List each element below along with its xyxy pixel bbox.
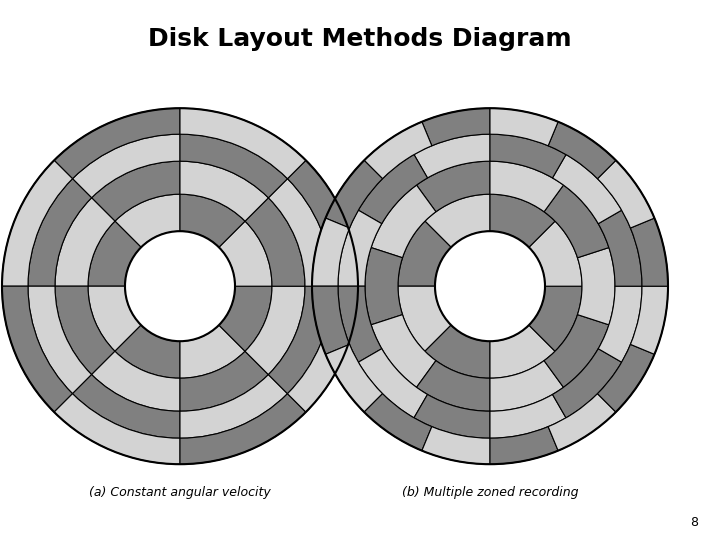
Text: (b) Multiple zoned recording: (b) Multiple zoned recording: [402, 486, 578, 499]
Wedge shape: [422, 108, 490, 146]
Wedge shape: [490, 394, 566, 438]
Wedge shape: [287, 286, 358, 412]
Wedge shape: [28, 179, 91, 286]
Wedge shape: [490, 361, 564, 411]
Wedge shape: [552, 349, 621, 418]
Wedge shape: [598, 345, 654, 412]
Wedge shape: [529, 286, 582, 351]
Wedge shape: [115, 325, 180, 378]
Wedge shape: [55, 286, 115, 375]
Wedge shape: [548, 122, 616, 179]
Wedge shape: [54, 108, 180, 179]
Wedge shape: [245, 198, 305, 286]
Wedge shape: [371, 315, 436, 387]
Wedge shape: [414, 134, 490, 178]
Wedge shape: [180, 375, 287, 438]
Wedge shape: [425, 325, 490, 378]
Wedge shape: [490, 325, 555, 378]
Wedge shape: [287, 160, 358, 286]
Wedge shape: [55, 198, 115, 286]
Wedge shape: [490, 161, 564, 212]
Wedge shape: [180, 161, 269, 221]
Text: 8: 8: [690, 516, 698, 529]
Wedge shape: [365, 247, 402, 325]
Wedge shape: [54, 394, 180, 464]
Wedge shape: [91, 161, 180, 221]
Wedge shape: [180, 351, 269, 411]
Wedge shape: [490, 134, 566, 178]
Wedge shape: [598, 160, 654, 228]
Wedge shape: [312, 286, 350, 354]
Wedge shape: [364, 394, 432, 451]
Wedge shape: [325, 160, 382, 228]
Wedge shape: [88, 286, 141, 351]
Wedge shape: [371, 185, 436, 258]
Wedge shape: [312, 218, 350, 286]
Wedge shape: [544, 185, 609, 258]
Wedge shape: [417, 161, 490, 212]
Wedge shape: [73, 375, 180, 438]
Wedge shape: [631, 286, 668, 354]
Wedge shape: [325, 345, 382, 412]
Wedge shape: [548, 394, 616, 451]
Wedge shape: [269, 286, 332, 394]
Wedge shape: [598, 210, 642, 286]
Wedge shape: [73, 134, 180, 198]
Wedge shape: [180, 325, 245, 378]
Wedge shape: [552, 154, 621, 224]
Wedge shape: [364, 122, 432, 179]
Wedge shape: [180, 394, 306, 464]
Wedge shape: [338, 286, 382, 362]
Wedge shape: [245, 286, 305, 375]
Text: (a) Constant angular velocity: (a) Constant angular velocity: [89, 486, 271, 499]
Circle shape: [435, 231, 545, 341]
Wedge shape: [631, 218, 668, 286]
Text: Disk Layout Methods Diagram: Disk Layout Methods Diagram: [148, 27, 572, 51]
Wedge shape: [544, 315, 609, 387]
Wedge shape: [115, 194, 180, 247]
Wedge shape: [490, 194, 555, 247]
Wedge shape: [359, 154, 428, 224]
Wedge shape: [88, 221, 141, 286]
Wedge shape: [338, 210, 382, 286]
Wedge shape: [422, 427, 490, 464]
Wedge shape: [28, 286, 91, 394]
Wedge shape: [425, 194, 490, 247]
Wedge shape: [529, 221, 582, 286]
Wedge shape: [180, 134, 287, 198]
Wedge shape: [417, 361, 490, 411]
Wedge shape: [2, 160, 73, 286]
Wedge shape: [490, 108, 558, 146]
Wedge shape: [577, 247, 615, 325]
Wedge shape: [219, 286, 272, 351]
Wedge shape: [359, 349, 428, 418]
Wedge shape: [2, 286, 73, 412]
Wedge shape: [180, 108, 306, 179]
Wedge shape: [398, 286, 451, 351]
Wedge shape: [219, 221, 272, 286]
Wedge shape: [91, 351, 180, 411]
Circle shape: [125, 231, 235, 341]
Wedge shape: [269, 179, 332, 286]
Wedge shape: [414, 394, 490, 438]
Wedge shape: [490, 427, 558, 464]
Wedge shape: [598, 286, 642, 362]
Wedge shape: [398, 221, 451, 286]
Wedge shape: [180, 194, 245, 247]
